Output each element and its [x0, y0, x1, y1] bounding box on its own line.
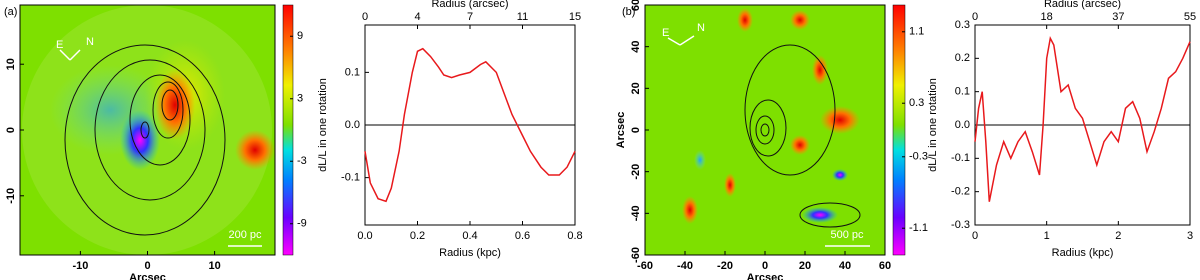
x-tick-label: 0.0 [357, 230, 372, 242]
x2-tick-label: 18 [1041, 11, 1053, 23]
colorbar-tick-label: -3 [297, 155, 307, 167]
x2-tick-label: 0 [972, 11, 978, 23]
x-tick-label: 0.6 [515, 230, 530, 242]
x-tick-label: 0 [144, 260, 150, 272]
annotation: N [697, 22, 705, 34]
x-axis-label: Radius (kpc) [439, 247, 501, 259]
scale-bar: 200 pc [228, 229, 262, 241]
x2-axis-label: Radius (arcsec) [431, 0, 508, 10]
x-tick-label: -10 [72, 260, 88, 272]
x-tick-label: 2 [1115, 230, 1121, 242]
y-tick-label: 0.1 [955, 86, 970, 98]
colorbar-tick-label: -1.1 [909, 222, 928, 234]
map-image [645, 5, 885, 255]
x-tick-label: -20 [717, 260, 733, 272]
x-tick-label: -40 [677, 260, 693, 272]
y-tick-label: 20 [630, 82, 642, 94]
data-line [974, 36, 1191, 202]
y-tick-label: -0.1 [951, 152, 970, 164]
colorbar-tick-label: 0.3 [909, 97, 924, 109]
y-tick-label: 0.1 [345, 66, 360, 78]
annotation: E [662, 27, 669, 39]
y-tick-label: 0.0 [345, 119, 360, 131]
y-tick-label: -20 [630, 164, 642, 180]
x-tick-label: 1 [1044, 230, 1050, 242]
x-axis-label: Arcsec [129, 272, 166, 280]
y-tick-label: 0.3 [955, 19, 970, 31]
colorbar-tick-label: -0.3 [909, 151, 928, 163]
x2-axis-label: Radius (arcsec) [1044, 0, 1121, 10]
data-line [364, 47, 576, 203]
x2-tick-label: 11 [517, 11, 528, 23]
y-tick-label: -0.1 [341, 172, 360, 184]
x-tick-label: 60 [879, 260, 891, 272]
map-image [20, 5, 275, 255]
y-tick-label: 10 [5, 58, 17, 70]
colorbar-tick-label: 9 [297, 30, 303, 42]
x-tick-label: 3 [1187, 230, 1193, 242]
y-tick-label: 0 [630, 127, 642, 133]
x2-tick-label: 55 [1184, 11, 1196, 23]
y-tick-label: -40 [630, 205, 642, 221]
colorbar-tick-label: -9 [297, 218, 307, 230]
annotation: E [56, 39, 63, 51]
compass [59, 35, 870, 247]
panel-label: (b) [622, 6, 635, 18]
x-tick-label: 0 [762, 260, 768, 272]
y-axis-label: dL/L in one rotation [927, 78, 939, 172]
x2-tick-label: 37 [1112, 11, 1124, 23]
y-tick-label: 0 [5, 127, 17, 133]
y-tick-label: -0.2 [951, 186, 970, 198]
y-tick-label: -60 [630, 247, 642, 263]
y-tick-label: 0.0 [955, 119, 970, 131]
x-tick-label: -60 [637, 260, 653, 272]
x-tick-label: 10 [208, 260, 220, 272]
colorbar [282, 4, 294, 256]
y-tick-label: 0.2 [955, 52, 970, 64]
y-axis-label: dL/L in one rotation [317, 78, 329, 172]
colorbar-tick-label: 3 [297, 93, 303, 105]
colorbar [892, 4, 906, 256]
x2-tick-label: 0 [362, 11, 368, 23]
y-tick-label: 40 [630, 41, 642, 53]
x-tick-label: 0 [972, 230, 978, 242]
y-axis-label: Arcsec [0, 112, 2, 149]
x-axis-label: Arcsec [747, 272, 784, 280]
x-tick-label: 0.8 [567, 230, 582, 242]
x2-tick-label: 4 [414, 11, 420, 23]
x-tick-label: 20 [799, 260, 811, 272]
panel-label: (a) [4, 6, 17, 18]
x2-tick-label: 7 [467, 11, 473, 23]
y-axis-label: Arcsec [615, 112, 627, 149]
x-tick-label: 0.4 [462, 230, 477, 242]
x2-tick-label: 15 [569, 11, 581, 23]
scale-bar: 500 pc [830, 229, 864, 241]
y-tick-label: -0.3 [951, 219, 970, 231]
x-axis-label: Radius (kpc) [1052, 247, 1114, 259]
x-tick-label: 40 [839, 260, 851, 272]
colorbar-tick-label: 1.1 [909, 26, 924, 38]
x-tick-label: 0.2 [410, 230, 425, 242]
annotation: N [86, 36, 94, 48]
y-tick-label: 60 [630, 0, 642, 11]
y-tick-label: -10 [5, 188, 17, 204]
